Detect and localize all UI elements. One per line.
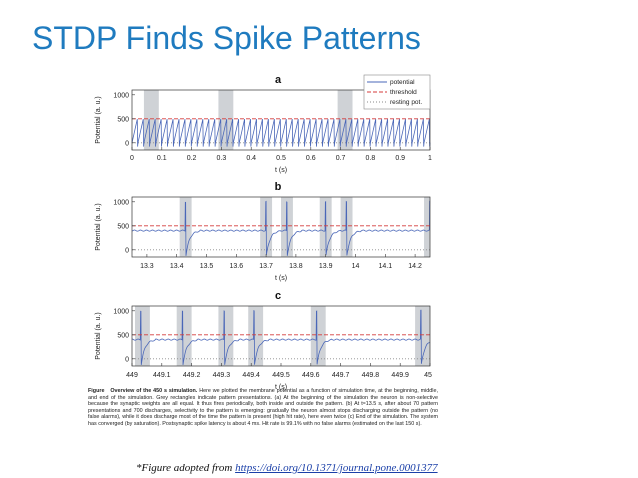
- legend-potential-label: potential: [390, 79, 415, 86]
- potential-trace: [131, 200, 431, 256]
- x-tick-label: 0.3: [217, 155, 227, 162]
- panel-a: 0 500 1000 0 0.1 0.2 0.3 0.4 0.5 0.6 0.7 0.8 0.9 1 t (…: [95, 89, 432, 174]
- x-axis-label: t (s): [275, 167, 287, 174]
- y-tick-label: 0: [125, 356, 129, 363]
- x-tick-label: 449.3: [213, 372, 231, 379]
- pattern-window: [218, 306, 234, 366]
- x-tick-label: 13.3: [140, 263, 154, 270]
- x-tick-label: 0.9: [395, 155, 405, 162]
- x-tick-label: 14: [352, 263, 360, 270]
- y-tick-label: 500: [117, 116, 129, 123]
- x-tick-label: 0.8: [366, 155, 376, 162]
- caption-label: Figure: [88, 388, 105, 394]
- y-tick-label: 0: [125, 140, 129, 147]
- panel-b: 0 500 1000 13.3 13.4 13.5 13.6 13.7 13.8 13.9 14 14…: [95, 196, 431, 282]
- y-axis-label: Potential (a. u.): [95, 203, 102, 250]
- x-tick-label: 0.1: [157, 155, 167, 162]
- caption-body: Here we plotted the membrane potential a…: [88, 388, 438, 427]
- x-tick-label: 13.9: [319, 263, 333, 270]
- y-tick-label: 1000: [113, 92, 129, 99]
- x-tick-label: 449.9: [391, 372, 409, 379]
- panel-label-c: c: [275, 290, 281, 302]
- x-tick-label: 13.8: [289, 263, 303, 270]
- legend-threshold-label: threshold: [390, 89, 417, 96]
- potential-trace: [131, 309, 431, 365]
- x-tick-label: 449: [126, 372, 138, 379]
- pattern-window: [176, 306, 192, 366]
- figure-caption: Figure Overview of the 450 s simulation.…: [88, 388, 438, 428]
- x-tick-label: 13.4: [170, 263, 184, 270]
- pattern-window: [218, 90, 234, 150]
- slide-title: STDP Finds Spike Patterns: [32, 20, 421, 56]
- y-axis-label: Potential (a. u.): [95, 312, 102, 359]
- figure: a 0 500 1000 0 0.1 0.2 0.3 0.4 0.5 0.6 0.7 0.8 0.9 1 t…: [88, 72, 436, 452]
- x-tick-label: 0.5: [276, 155, 286, 162]
- figure-credit: *Figure adopted from https://doi.org/10.…: [136, 462, 438, 474]
- axes-frame: [131, 196, 431, 258]
- x-tick-label: 449.2: [183, 372, 201, 379]
- y-tick-label: 500: [117, 223, 129, 230]
- x-tick-label: 13.5: [200, 263, 214, 270]
- y-tick-label: 1000: [113, 308, 129, 315]
- x-tick-label: 449.5: [272, 372, 290, 379]
- x-tick-label: 0: [130, 155, 134, 162]
- y-tick-label: 500: [117, 332, 129, 339]
- figure-plot: a 0 500 1000 0 0.1 0.2 0.3 0.4 0.5 0.6 0.7 0.8 0.9 1 t…: [95, 74, 436, 391]
- x-tick-label: 449.4: [242, 372, 260, 379]
- pattern-window: [424, 197, 430, 257]
- x-tick-label: 1: [428, 155, 432, 162]
- credit-prefix: *Figure adopted from: [136, 462, 236, 474]
- doi-link[interactable]: https://doi.org/10.1371/journal.pone.000…: [235, 462, 438, 474]
- x-axis-label: t (s): [275, 384, 287, 391]
- y-axis-label: Potential (a. u.): [95, 96, 102, 143]
- x-tick-label: 449.1: [153, 372, 171, 379]
- y-tick-label: 1000: [113, 199, 129, 206]
- x-tick-label: 449.7: [332, 372, 350, 379]
- x-tick-label: 0.2: [187, 155, 197, 162]
- pattern-window: [134, 306, 150, 366]
- x-tick-label: 14.2: [408, 263, 422, 270]
- x-tick-label: 13.6: [229, 263, 243, 270]
- x-tick-label: 14.1: [378, 263, 392, 270]
- pattern-window: [415, 306, 430, 366]
- legend: potential threshold resting pot.: [363, 74, 431, 110]
- pattern-window: [248, 306, 264, 366]
- x-tick-label: 449.6: [302, 372, 320, 379]
- panel-label-a: a: [275, 74, 282, 86]
- x-axis-label: t (s): [275, 275, 287, 282]
- x-tick-label: 0.7: [336, 155, 346, 162]
- y-tick-label: 0: [125, 247, 129, 254]
- x-tick-label: 0.4: [246, 155, 256, 162]
- x-tick-label: 13.7: [259, 263, 273, 270]
- pattern-window: [337, 90, 353, 150]
- legend-resting-label: resting pot.: [390, 99, 422, 106]
- potential-trace: [131, 119, 431, 147]
- panel-c: 0 500 1000 449 449.1 449.2 449.3 449.4 449.5 449.…: [95, 305, 436, 391]
- x-tick-label: 0.6: [306, 155, 316, 162]
- x-tick-label: 449.8: [362, 372, 380, 379]
- caption-heading: Overview of the 450 s simulation.: [110, 388, 198, 394]
- panel-label-b: b: [275, 181, 282, 193]
- x-tick-label: 450: [424, 372, 432, 379]
- pattern-window: [310, 306, 326, 366]
